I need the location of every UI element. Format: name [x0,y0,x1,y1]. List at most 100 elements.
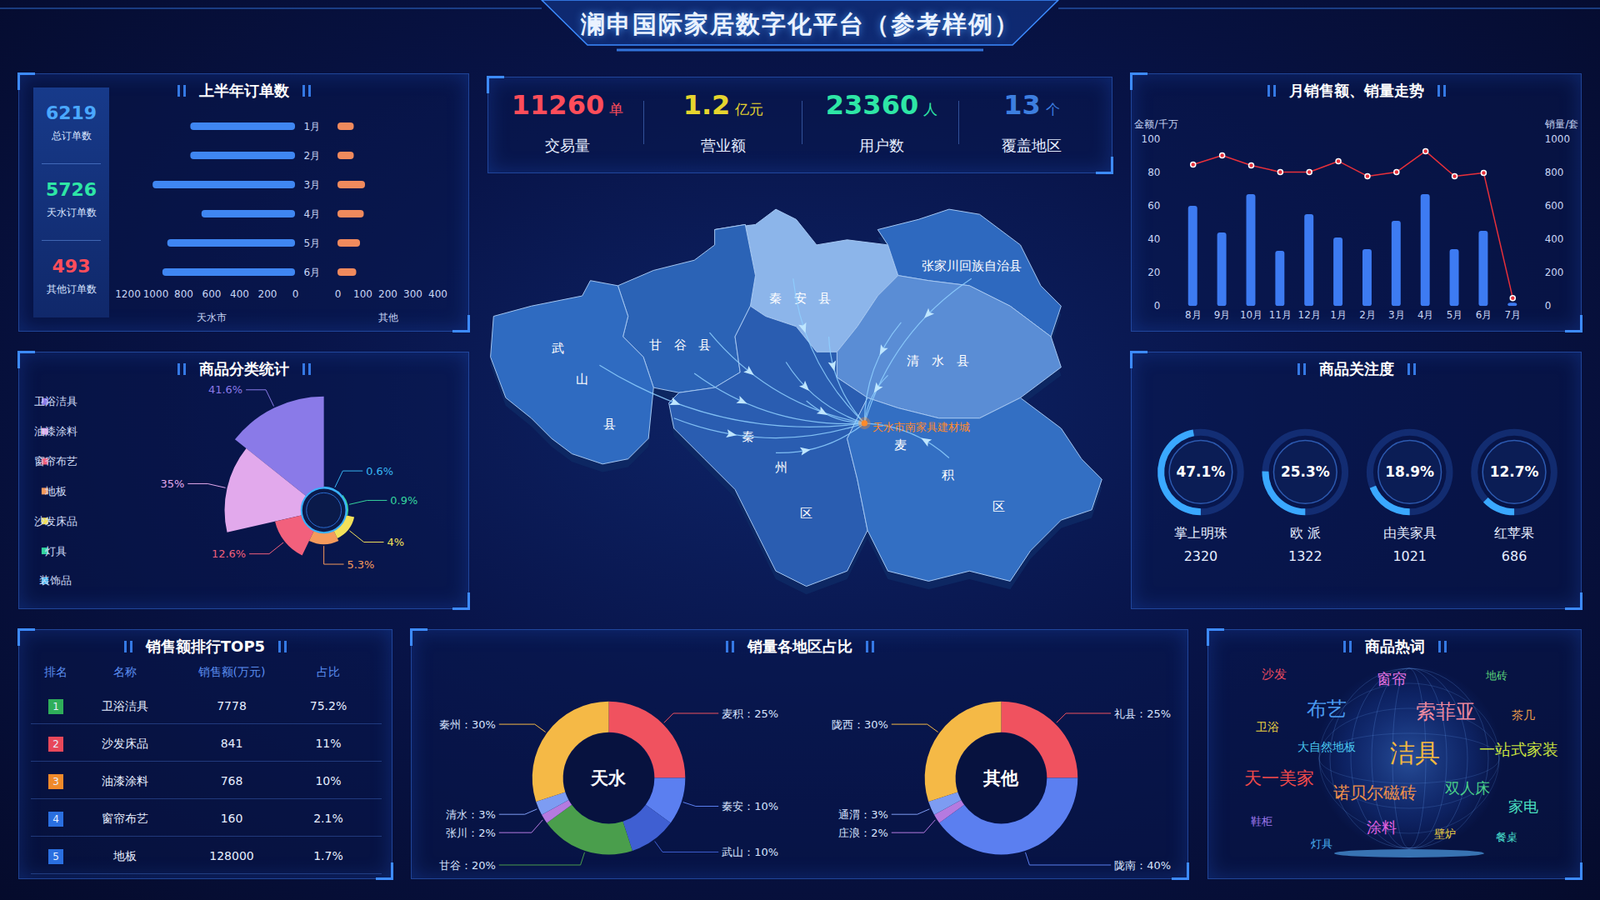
svg-text:鞋柜: 鞋柜 [1250,815,1273,828]
svg-text:1000: 1000 [1545,133,1570,145]
svg-text:9月: 9月 [1214,309,1231,321]
svg-text:通渭：3%: 通渭：3% [838,808,889,821]
svg-text:0: 0 [292,288,300,300]
svg-text:甘谷县: 甘谷县 [649,337,724,352]
svg-text:0: 0 [1154,300,1161,312]
svg-text:600: 600 [202,288,222,300]
svg-text:甘谷：20%: 甘谷：20% [439,859,496,872]
svg-text:武山：10%: 武山：10% [721,845,779,859]
svg-text:礼县：25%: 礼县：25% [1114,707,1171,720]
svg-text:0: 0 [335,288,342,300]
svg-text:壁炉: 壁炉 [1434,827,1456,840]
svg-text:4月: 4月 [304,208,321,220]
svg-text:1000: 1000 [143,288,170,300]
svg-text:天水市: 天水市 [196,311,227,324]
svg-text:装饰品: 装饰品 [39,575,72,588]
svg-text:灯具: 灯具 [1310,837,1333,850]
svg-text:6月: 6月 [304,266,321,279]
svg-text:8月: 8月 [1185,309,1202,321]
svg-text:州: 州 [775,460,788,475]
svg-text:1322: 1322 [1288,548,1323,565]
svg-text:秦州：30%: 秦州：30% [439,718,496,731]
svg-text:2月: 2月 [1359,309,1376,321]
svg-text:200: 200 [378,288,398,300]
svg-text:4%: 4% [386,535,405,549]
svg-text:卫浴洁具: 卫浴洁具 [34,395,78,408]
svg-text:清水：3%: 清水：3% [445,808,496,821]
svg-text:洁具: 洁具 [1390,738,1440,768]
svg-text:天水市南家具建材城: 天水市南家具建材城 [872,421,970,435]
svg-text:地板: 地板 [44,485,67,498]
svg-text:11月: 11月 [1269,309,1292,321]
svg-text:7月: 7月 [1504,309,1521,321]
svg-text:200: 200 [1545,266,1565,279]
svg-text:5月: 5月 [304,237,321,250]
svg-text:诺贝尔磁砖: 诺贝尔磁砖 [1333,782,1417,803]
svg-text:12.6%: 12.6% [211,547,246,560]
svg-text:索菲亚: 索菲亚 [1415,700,1476,724]
svg-text:20: 20 [1147,266,1160,279]
svg-text:灯具: 灯具 [45,545,67,558]
svg-text:1月: 1月 [304,120,321,133]
svg-text:6月: 6月 [1475,309,1493,321]
svg-text:400: 400 [1545,233,1565,245]
svg-text:1月: 1月 [1330,309,1347,321]
svg-text:天水: 天水 [590,768,628,789]
svg-text:0: 0 [1545,300,1552,312]
svg-text:4月: 4月 [1417,309,1435,321]
svg-text:10月: 10月 [1240,309,1263,321]
svg-text:茶几: 茶几 [1511,708,1535,722]
svg-text:5月: 5月 [1446,309,1464,321]
svg-text:一站式家装: 一站式家装 [1479,740,1559,759]
svg-text:布艺: 布艺 [1306,697,1347,721]
svg-text:2月: 2月 [304,150,321,162]
svg-text:陇南：40%: 陇南：40% [1114,859,1171,872]
svg-text:0.9%: 0.9% [390,494,418,507]
svg-text:80: 80 [1147,166,1160,179]
svg-text:餐桌: 餐桌 [1495,830,1518,844]
svg-text:18.9%: 18.9% [1385,463,1435,480]
svg-text:47.1%: 47.1% [1176,463,1226,480]
svg-text:200: 200 [258,288,278,300]
svg-text:400: 400 [230,288,250,300]
svg-text:区: 区 [800,505,813,520]
svg-text:686: 686 [1501,548,1527,565]
svg-text:油漆涂料: 油漆涂料 [34,425,78,438]
svg-text:山: 山 [575,371,589,386]
svg-text:400: 400 [428,288,448,300]
svg-text:大自然地板: 大自然地板 [1297,740,1356,754]
svg-text:2320: 2320 [1184,548,1219,565]
svg-text:5.3%: 5.3% [347,558,375,571]
svg-text:卫浴: 卫浴 [1255,720,1280,734]
svg-text:积: 积 [941,467,955,482]
svg-text:地砖: 地砖 [1485,669,1508,682]
svg-text:3月: 3月 [304,179,321,191]
svg-text:县: 县 [603,416,616,431]
svg-text:35%: 35% [160,477,185,490]
svg-text:60: 60 [1147,200,1160,212]
svg-text:800: 800 [174,288,194,300]
svg-text:清水县: 清水县 [906,353,981,368]
svg-text:张家川回族自治县: 张家川回族自治县 [921,258,1022,273]
svg-text:麦: 麦 [894,437,907,452]
svg-text:由美家具: 由美家具 [1383,525,1437,541]
svg-text:销量/套: 销量/套 [1544,118,1579,130]
svg-text:涂料: 涂料 [1366,818,1397,836]
svg-text:天一美家: 天一美家 [1244,768,1315,789]
svg-text:金额/千万: 金额/千万 [1134,118,1178,130]
svg-text:600: 600 [1545,200,1565,212]
svg-text:12.7%: 12.7% [1490,463,1540,480]
svg-text:庄浪：2%: 庄浪：2% [838,826,889,840]
svg-text:100: 100 [1141,133,1161,145]
svg-text:窗帘: 窗帘 [1376,670,1407,688]
svg-text:张川：2%: 张川：2% [445,826,496,840]
svg-text:40: 40 [1147,233,1160,245]
svg-text:双人床: 双人床 [1445,779,1490,797]
svg-text:区: 区 [992,499,1005,514]
svg-text:800: 800 [1545,166,1565,179]
svg-text:3月: 3月 [1388,309,1405,321]
svg-text:25.3%: 25.3% [1280,463,1330,480]
svg-text:1021: 1021 [1392,548,1427,565]
svg-text:掌上明珠: 掌上明珠 [1174,525,1228,541]
svg-text:麦积：25%: 麦积：25% [721,707,779,720]
